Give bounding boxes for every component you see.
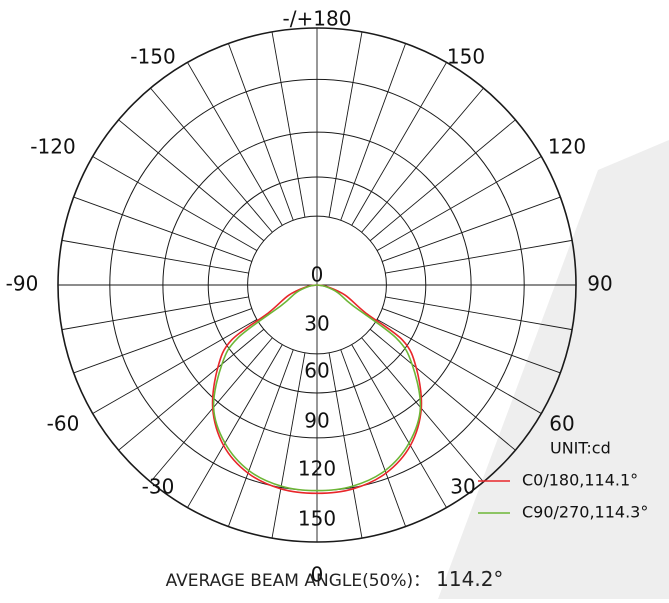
beam-angle-value: 114.2° bbox=[436, 567, 504, 591]
radial-tick-label: 60 bbox=[304, 359, 329, 383]
angle-label: 0 bbox=[311, 563, 324, 587]
angle-label: 60 bbox=[549, 412, 574, 436]
watermark-shape bbox=[438, 140, 669, 599]
grid-spoke bbox=[271, 31, 306, 218]
grid-spoke bbox=[187, 344, 283, 508]
angle-label: -90 bbox=[6, 272, 39, 296]
grid-spoke bbox=[361, 337, 484, 483]
grid-spoke bbox=[351, 62, 447, 226]
angle-label: -150 bbox=[130, 45, 175, 69]
grid-spoke bbox=[118, 328, 265, 451]
grid-spoke bbox=[382, 196, 561, 262]
grid-spoke bbox=[150, 87, 273, 233]
grid-spoke bbox=[187, 62, 283, 226]
watermark-stripe bbox=[438, 140, 669, 599]
angle-label: -30 bbox=[142, 475, 175, 499]
grid-spoke bbox=[376, 319, 542, 414]
grid-spoke bbox=[61, 296, 249, 331]
grid-spoke bbox=[150, 337, 273, 483]
grid-spoke bbox=[376, 156, 542, 251]
series-curve bbox=[211, 284, 423, 495]
radial-tick-label: 0 bbox=[311, 263, 324, 287]
beam-angle-label: AVERAGE BEAM ANGLE(50%)： bbox=[165, 571, 431, 591]
radial-tick-label: 90 bbox=[304, 409, 329, 433]
radial-tick-label: 120 bbox=[298, 457, 336, 481]
angle-label: 90 bbox=[587, 272, 612, 296]
series-curve bbox=[212, 284, 422, 492]
grid-spoke bbox=[361, 87, 484, 233]
grid-spoke bbox=[118, 119, 265, 242]
grid-spoke bbox=[328, 31, 363, 218]
grid-spoke bbox=[227, 43, 294, 221]
angle-label: -/+180 bbox=[283, 7, 352, 31]
radial-tick-label: 150 bbox=[298, 507, 336, 531]
angle-label: -120 bbox=[30, 135, 75, 159]
grid-spoke bbox=[73, 196, 252, 262]
angle-label: -60 bbox=[47, 412, 80, 436]
grid-spoke bbox=[328, 352, 363, 539]
grid-spoke bbox=[227, 349, 294, 527]
grid-spoke bbox=[340, 43, 407, 221]
angle-label: 120 bbox=[548, 135, 586, 159]
grid-spoke bbox=[351, 344, 447, 508]
angle-label: 150 bbox=[447, 45, 485, 69]
grid-spoke bbox=[369, 328, 516, 451]
beam-angle-caption: AVERAGE BEAM ANGLE(50%)： 114.2° bbox=[0, 566, 669, 591]
legend: UNIT:cd C0/180,114.1° C90/270,114.3° bbox=[478, 439, 648, 522]
grid-spoke bbox=[61, 239, 249, 274]
grid-spoke bbox=[92, 319, 258, 414]
legend-label: C90/270,114.3° bbox=[522, 503, 648, 522]
axis-labels: -/+180 150 120 90 60 30 0 -30 -60 -90 -120 -150 0 30 6… bbox=[6, 7, 613, 587]
grid-spoke bbox=[73, 308, 252, 374]
grid-spoke bbox=[382, 308, 561, 374]
grid-spoke bbox=[92, 156, 258, 251]
unit-label: UNIT:cd bbox=[550, 439, 611, 458]
grid-spoke bbox=[340, 349, 407, 527]
angle-label: 30 bbox=[450, 475, 475, 499]
grid-spoke bbox=[385, 296, 573, 331]
series-curves bbox=[211, 284, 423, 495]
grid-spoke bbox=[271, 352, 306, 539]
grid-spoke bbox=[369, 119, 516, 242]
grid-spoke bbox=[385, 239, 573, 274]
radial-tick-label: 30 bbox=[304, 312, 329, 336]
legend-label: C0/180,114.1° bbox=[522, 471, 638, 490]
